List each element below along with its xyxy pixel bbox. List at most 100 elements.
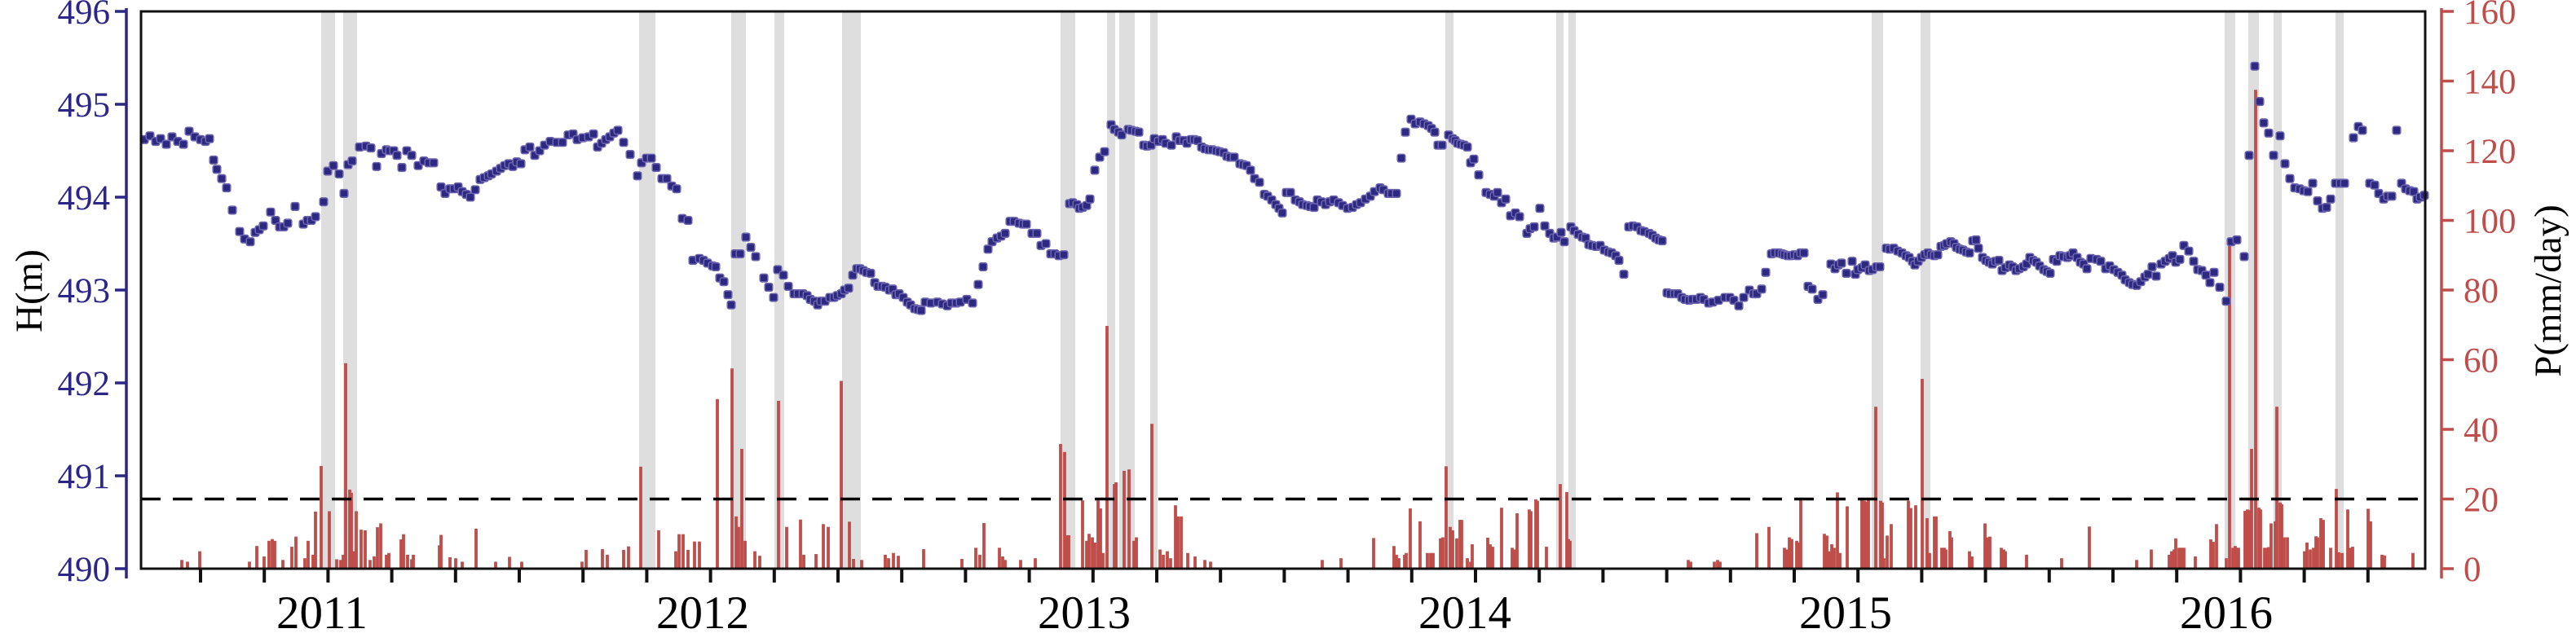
- precip-bar: [1934, 516, 1938, 569]
- precip-bar: [2231, 547, 2234, 569]
- h-point: [2239, 252, 2249, 262]
- h-point: [672, 184, 681, 194]
- h-point: [2285, 174, 2295, 183]
- precip-bar: [520, 561, 523, 569]
- precip-bar: [1950, 537, 1953, 569]
- precip-bar: [2247, 510, 2251, 569]
- h-point: [1974, 244, 1983, 253]
- precip-bar: [494, 561, 497, 569]
- right-axis-tick-label: 40: [2464, 411, 2499, 450]
- precip-bar: [2369, 521, 2372, 569]
- precip-bar: [1114, 482, 1118, 569]
- precip-bar: [1403, 554, 1406, 569]
- precip-bar: [2246, 509, 2249, 569]
- precip-bar: [1833, 547, 1836, 569]
- h-point: [516, 159, 526, 169]
- precip-bar: [399, 539, 403, 569]
- h-point: [2215, 283, 2225, 292]
- left-axis-tick-label: 490: [58, 551, 111, 589]
- precip-bar: [180, 560, 183, 569]
- precip-bar: [892, 552, 895, 569]
- precip-bar: [1716, 560, 1719, 569]
- precip-bar: [2215, 524, 2218, 569]
- precip-bar: [2225, 558, 2228, 569]
- h-point: [2275, 131, 2285, 141]
- event-band: [2274, 12, 2282, 568]
- precip-bar: [960, 559, 964, 569]
- precip-bar: [2383, 555, 2386, 569]
- h-point: [2322, 202, 2331, 213]
- precip-bar: [2275, 407, 2278, 569]
- precip-bar: [255, 546, 258, 569]
- precip-bar: [887, 558, 890, 569]
- precip-bar: [2170, 551, 2173, 569]
- precip-bar: [1372, 538, 1375, 569]
- h-point: [1100, 147, 1109, 156]
- h-point: [1619, 270, 1629, 279]
- event-band: [1150, 12, 1158, 568]
- precip-bar: [1169, 558, 1172, 569]
- h-point: [2349, 133, 2358, 143]
- h-point: [866, 268, 876, 279]
- x-year-label: 2012: [656, 587, 749, 639]
- h-point: [2308, 178, 2318, 188]
- precip-bar: [1567, 539, 1570, 569]
- h-point: [1090, 165, 1100, 175]
- h-point: [2264, 128, 2274, 138]
- precip-bar: [406, 554, 409, 569]
- precip-bar: [884, 554, 887, 569]
- precip-bar: [2346, 509, 2349, 569]
- h-point: [2221, 297, 2231, 306]
- precip-bar: [1132, 540, 1136, 569]
- h-point: [2082, 264, 2092, 274]
- h-point: [651, 162, 661, 173]
- precip-bar: [339, 560, 342, 569]
- h-point: [397, 162, 407, 173]
- precip-bar: [348, 489, 351, 569]
- h-point: [1842, 268, 1851, 279]
- precip-bar: [734, 516, 738, 569]
- precip-bar: [1909, 508, 1912, 569]
- precip-bar: [508, 556, 511, 569]
- left-axis-tick-label: 492: [58, 365, 111, 403]
- right-axis-tick-label: 100: [2464, 203, 2516, 241]
- precip-bar: [2060, 558, 2063, 569]
- right-axis-tick-label: 160: [2464, 0, 2516, 32]
- precip-bar: [1449, 526, 1452, 569]
- precip-bar: [1767, 526, 1771, 569]
- h-point: [1286, 187, 1295, 197]
- event-band: [639, 12, 655, 568]
- precip-bar: [1409, 508, 1412, 569]
- h-point: [2201, 270, 2211, 280]
- precip-bar: [1451, 530, 1454, 569]
- h-point: [2313, 196, 2322, 206]
- precip-bar: [1491, 547, 1494, 569]
- h-point: [311, 212, 320, 222]
- h-point: [1807, 284, 1817, 294]
- precip-bar: [1986, 537, 1989, 569]
- h-point: [619, 138, 629, 147]
- precip-bar: [1339, 558, 1343, 569]
- precip-bar: [1186, 552, 1189, 569]
- h-point: [212, 165, 222, 174]
- precip-bar: [402, 534, 405, 569]
- precip-bar: [2337, 552, 2340, 569]
- precip-bar: [198, 551, 201, 569]
- precip-bar: [758, 556, 761, 569]
- precip-bar: [2212, 542, 2215, 569]
- h-point: [372, 161, 382, 171]
- precip-bar: [2182, 547, 2186, 569]
- precip-bar: [1180, 516, 1183, 569]
- precip-bar: [2267, 547, 2270, 569]
- h-point: [334, 169, 344, 179]
- precip-bar: [1489, 544, 1492, 569]
- precip-bar: [1713, 561, 1716, 569]
- h-point: [1134, 127, 1144, 137]
- precip-bar: [1983, 523, 1987, 569]
- precip-bar: [2303, 551, 2306, 569]
- precip-bar: [311, 554, 315, 569]
- precip-bar: [1881, 502, 1884, 569]
- precip-bar: [290, 547, 293, 569]
- precip-bar: [335, 559, 338, 569]
- precip-bar: [677, 534, 681, 569]
